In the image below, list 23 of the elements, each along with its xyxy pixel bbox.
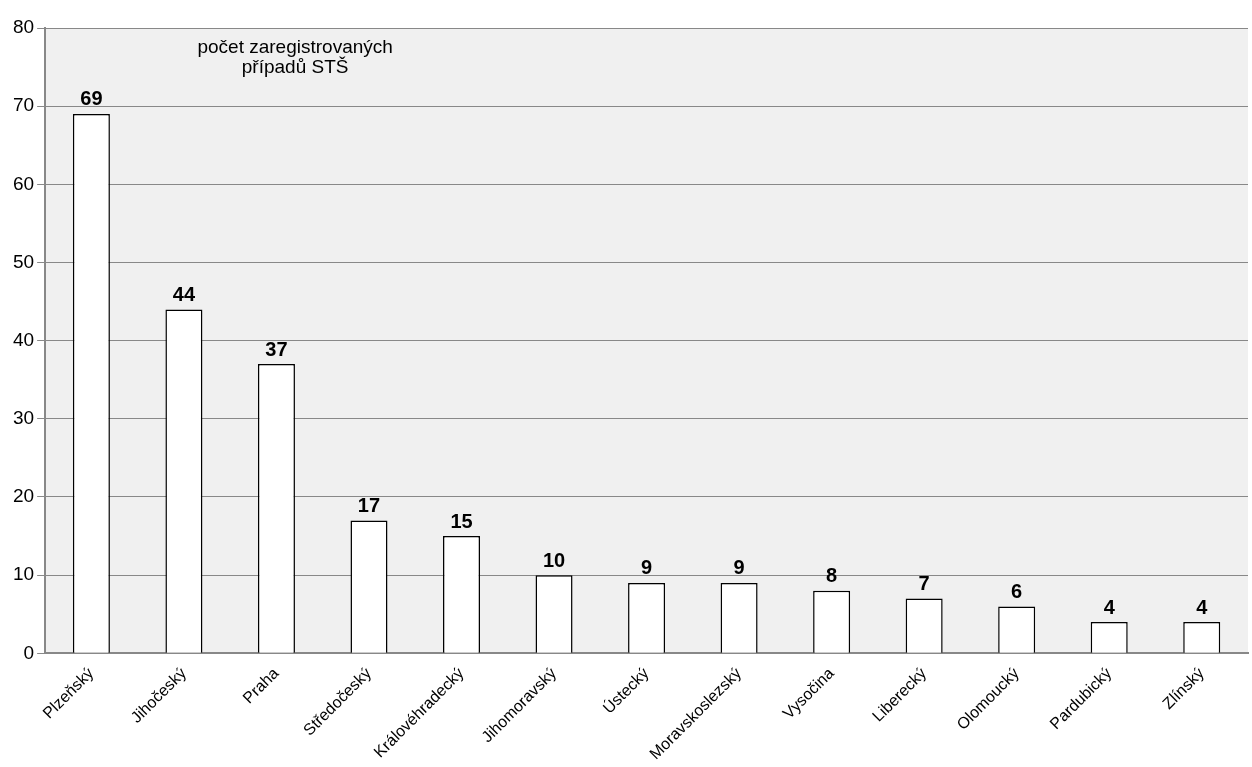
data-label: 9	[733, 556, 745, 579]
data-label: 7	[918, 572, 930, 595]
y-tick-label: 10	[12, 563, 35, 585]
y-tick-label: 40	[12, 328, 35, 350]
y-tick-label: 50	[12, 250, 35, 272]
data-label: 9	[641, 556, 653, 579]
data-label: 17	[357, 493, 381, 516]
data-label: 69	[80, 87, 103, 110]
y-tick-label: 20	[12, 485, 35, 507]
y-tick-label: 60	[12, 172, 35, 194]
y-tick-label: 0	[23, 641, 35, 663]
y-tick-label: 30	[12, 407, 35, 429]
y-tick-label: 70	[12, 94, 35, 116]
data-label: 4	[1103, 595, 1116, 618]
data-label: 10	[542, 548, 566, 571]
data-label: 4	[1196, 595, 1209, 618]
y-tick-label: 80	[12, 16, 35, 38]
data-label: 6	[1011, 579, 1023, 602]
data-label: 37	[265, 337, 288, 360]
annotation: počet zaregistrovaných případů STŠ	[197, 35, 393, 77]
data-label: 44	[172, 282, 196, 305]
data-label: 8	[826, 564, 838, 587]
data-label: 15	[450, 509, 473, 532]
